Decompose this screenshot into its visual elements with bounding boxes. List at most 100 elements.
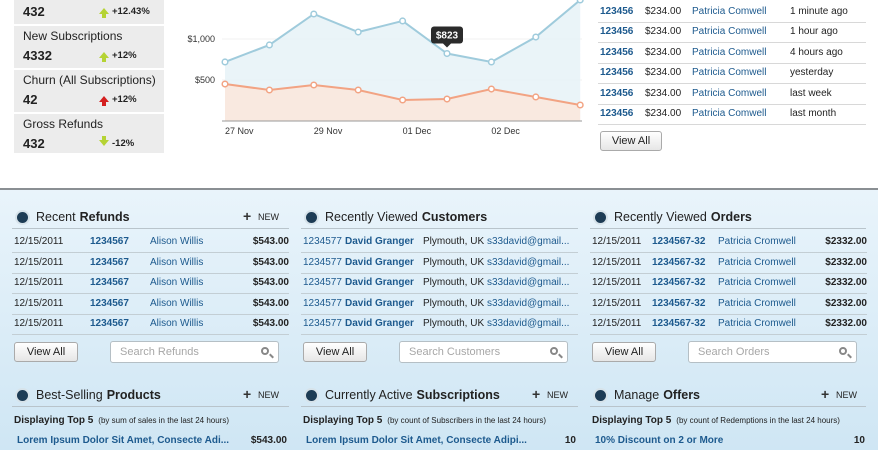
order-id[interactable]: 123456 [600, 6, 634, 17]
customer-name[interactable]: Patricia Comwell [692, 67, 767, 79]
customer-name[interactable]: David Granger [345, 256, 414, 268]
location: Plymouth, UK [423, 318, 485, 330]
order-id[interactable]: 123456 [600, 87, 634, 99]
panel-icon [304, 388, 319, 403]
order-id[interactable]: 1234567-32 [652, 236, 706, 247]
refund-id[interactable]: 1234567 [90, 318, 129, 330]
amount: $543.00 [252, 318, 289, 330]
title-prefix: Currently Active [325, 388, 413, 402]
order-id[interactable]: 1234567-32 [652, 297, 706, 309]
stat-label: Gross Refunds [23, 117, 104, 131]
customer-name[interactable]: Patricia Cromwell [718, 277, 796, 289]
customer-name[interactable]: Alison Willis [150, 318, 204, 330]
search-box[interactable] [688, 341, 857, 363]
customer-name[interactable]: Patricia Cromwell [718, 318, 796, 330]
item-name[interactable]: Lorem Ipsum Dolor Sit Amet, Consecte Adi… [17, 435, 230, 446]
customer-name[interactable]: Patricia Comwell [692, 108, 767, 119]
order-id[interactable]: 1234567-32 [652, 277, 706, 289]
customer-name[interactable]: David Granger [345, 277, 414, 289]
time: 1 minute ago [790, 6, 848, 17]
header-rule [12, 228, 289, 229]
amount: $543.00 [252, 236, 289, 247]
search-box[interactable] [399, 341, 568, 363]
view-all-button[interactable]: View All [592, 342, 656, 362]
separator [14, 24, 164, 26]
customer-name[interactable]: Patricia Cromwell [718, 236, 796, 247]
trend-arrow-stem [102, 102, 106, 106]
view-all-button[interactable]: View All [303, 342, 367, 362]
order-id[interactable]: 123456 [600, 26, 634, 38]
customer-id[interactable]: 1234577 [303, 277, 342, 289]
order-id[interactable]: 123456 [600, 67, 634, 79]
email[interactable]: s33david@gmail... [487, 236, 570, 247]
item-name[interactable]: 10% Discount on 2 or More [595, 435, 724, 446]
row-separator [590, 272, 867, 274]
view-all-button[interactable]: View All [14, 342, 78, 362]
stat-value: 432 [23, 4, 45, 19]
date: 12/15/2011 [14, 318, 64, 330]
order-id[interactable]: 1234567-32 [652, 318, 706, 330]
email[interactable]: s33david@gmail... [487, 318, 570, 330]
new-button[interactable]: NEW [258, 390, 279, 400]
customer-id[interactable]: 1234577 [303, 318, 342, 330]
customer-name[interactable]: Patricia Cromwell [718, 297, 796, 309]
customer-name[interactable]: Alison Willis [150, 236, 204, 247]
email[interactable]: s33david@gmail... [487, 277, 570, 289]
customer-id[interactable]: 1234577 [303, 256, 342, 268]
subtitle-bold: Displaying Top 5 [14, 415, 94, 426]
customer-id[interactable]: 1234577 [303, 297, 342, 309]
refund-id[interactable]: 1234567 [90, 297, 129, 309]
new-button[interactable]: NEW [836, 390, 857, 400]
header-rule [301, 228, 578, 229]
amount: $234.00 [645, 108, 682, 119]
row-separator [598, 22, 866, 23]
point [487, 58, 495, 66]
order-id[interactable]: 123456 [600, 108, 634, 119]
email[interactable]: s33david@gmail... [487, 297, 570, 309]
point [532, 33, 540, 41]
location: Plymouth, UK [423, 277, 485, 289]
customer-name[interactable]: Alison Willis [150, 297, 204, 309]
customer-name[interactable]: Patricia Comwell [692, 26, 767, 38]
point [354, 28, 362, 36]
date: 12/15/2011 [14, 256, 64, 268]
customer-name[interactable]: Patricia Comwell [692, 6, 767, 17]
customer-name[interactable]: Alison Willis [150, 277, 204, 289]
customer-name[interactable]: Patricia Comwell [692, 46, 767, 58]
x-tick-label: 02 Dec [491, 126, 520, 136]
customer-name[interactable]: David Granger [345, 318, 414, 330]
customer-name[interactable]: Alison Willis [150, 256, 204, 268]
search-box[interactable] [110, 341, 279, 363]
refund-id[interactable]: 1234567 [90, 277, 129, 289]
panel-subtitle: Displaying Top 5 (by count of Subscribers… [303, 411, 546, 427]
header-rule [12, 406, 289, 407]
customer-name[interactable]: David Granger [345, 236, 414, 247]
customer-name[interactable]: Patricia Cromwell [718, 256, 796, 268]
stat-label: Churn (All Subscriptions) [23, 73, 156, 87]
row-separator [598, 124, 866, 125]
row-separator [590, 313, 867, 315]
view-all-button[interactable]: View All [600, 131, 662, 151]
order-id[interactable]: 123456 [600, 46, 634, 58]
point [354, 86, 362, 94]
customer-name[interactable]: David Granger [345, 297, 414, 309]
header-rule [590, 228, 866, 229]
customer-name[interactable]: Patricia Comwell [692, 87, 767, 99]
refund-id[interactable]: 1234567 [90, 256, 129, 268]
refund-id[interactable]: 1234567 [90, 236, 129, 247]
row-separator [598, 42, 866, 44]
date: 12/15/2011 [592, 297, 642, 309]
email[interactable]: s33david@gmail... [487, 256, 570, 268]
order-id[interactable]: 1234567-32 [652, 256, 706, 268]
new-button[interactable]: NEW [547, 390, 568, 400]
item-name[interactable]: Lorem Ipsum Dolor Sit Amet, Consecte Adi… [306, 435, 527, 446]
row-separator [12, 252, 289, 253]
panel-icon [593, 210, 608, 225]
customer-id[interactable]: 1234577 [303, 236, 342, 247]
row-separator [12, 334, 289, 336]
new-button[interactable]: NEW [258, 212, 279, 222]
row-separator [590, 252, 867, 253]
item-value: 10 [564, 435, 576, 446]
point [310, 10, 318, 18]
row-separator [590, 293, 867, 295]
